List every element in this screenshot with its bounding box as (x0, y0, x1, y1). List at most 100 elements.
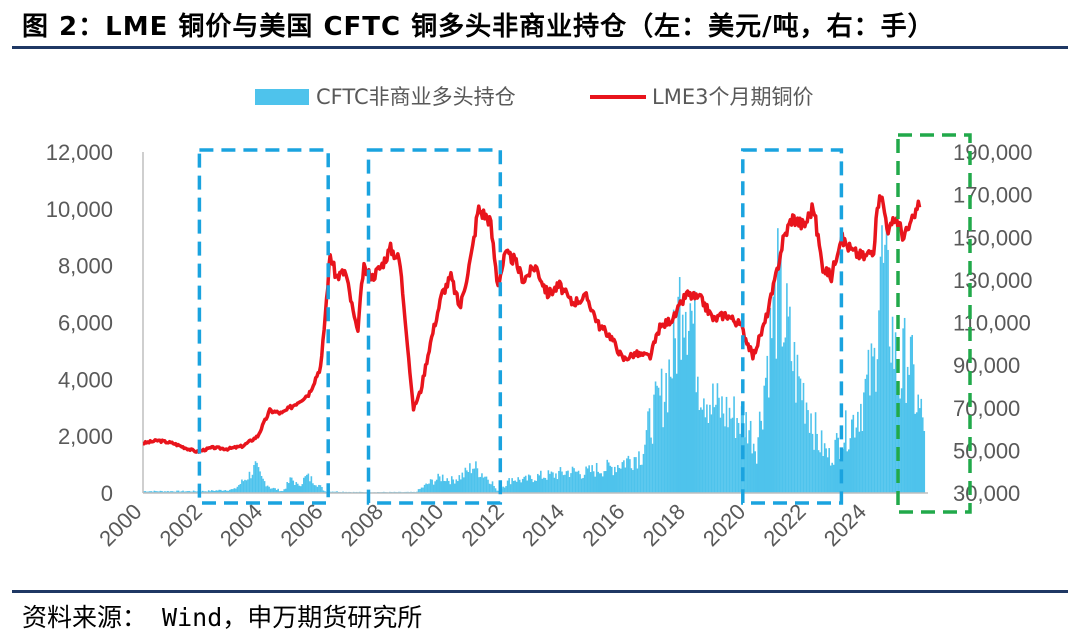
position-bar (544, 477, 547, 493)
position-bar (906, 366, 909, 493)
highlight-box-green (896, 133, 972, 514)
position-bar (683, 337, 686, 493)
position-bar (491, 481, 494, 493)
position-bar (306, 474, 308, 493)
x-tick-label: 2016 (577, 499, 629, 551)
position-bar (724, 426, 726, 493)
position-bar (192, 490, 195, 493)
position-bar (156, 491, 159, 493)
position-bar (224, 490, 227, 493)
chart: CFTC非商业多头持仓 LME3个月期铜价 12,000 10,000 8,000 6… (46, 85, 1033, 551)
x-tick-label: 2014 (517, 499, 569, 551)
position-bar (419, 488, 421, 493)
position-bar (802, 382, 805, 493)
position-bar (674, 338, 676, 493)
position-bar (511, 478, 513, 493)
position-bar (645, 430, 648, 493)
position-bar (447, 480, 450, 493)
position-bar (843, 442, 846, 493)
left-tick-label: 10,000 (46, 197, 113, 222)
position-bar (203, 491, 205, 493)
position-bar (573, 468, 575, 493)
position-bar (467, 472, 470, 493)
position-bar (207, 490, 210, 493)
position-bar (855, 427, 858, 493)
position-bar (680, 359, 683, 493)
position-bar (230, 489, 233, 493)
position-bar (444, 481, 447, 493)
position-bar (899, 398, 901, 493)
position-bar (547, 470, 550, 493)
position-bar (620, 468, 622, 493)
position-bar (844, 410, 847, 493)
position-bar (530, 478, 533, 493)
position-bar (861, 431, 864, 493)
position-bar (201, 490, 204, 493)
position-bar (733, 396, 735, 493)
position-bar (515, 481, 518, 493)
position-bar (487, 479, 489, 493)
position-bar (600, 473, 603, 493)
position-bar (316, 486, 319, 493)
position-bar (188, 490, 190, 493)
position-bar (787, 316, 790, 493)
position-bar (289, 477, 292, 493)
position-bar (189, 491, 192, 493)
position-bar (422, 487, 424, 493)
right-tick-label: 150,000 (953, 225, 1033, 250)
position-bar (588, 465, 590, 493)
position-bar (626, 458, 628, 493)
legend-bar-swatch (255, 89, 309, 105)
position-bar (182, 490, 184, 493)
position-bar (650, 437, 652, 493)
x-tick-label: 2022 (758, 499, 810, 551)
position-bar (260, 475, 263, 493)
position-bar (710, 414, 713, 493)
position-bar (312, 483, 314, 493)
legend: CFTC非商业多头持仓 LME3个月期铜价 (255, 85, 813, 109)
position-bar (751, 453, 753, 493)
position-bar (296, 483, 299, 493)
position-bar (213, 491, 216, 493)
position-bar (435, 479, 438, 493)
position-bar (281, 491, 284, 493)
right-tick-label: 110,000 (953, 311, 1031, 336)
position-bar (607, 462, 610, 493)
position-bar (524, 475, 527, 493)
position-bar (533, 480, 536, 493)
position-bar (324, 491, 326, 493)
position-bar (757, 437, 760, 493)
position-bar (568, 477, 571, 493)
position-bar (535, 480, 538, 493)
position-bar (521, 478, 524, 493)
position-bar (452, 479, 455, 493)
position-bar (709, 404, 711, 493)
position-bar (866, 374, 868, 493)
position-bar (265, 486, 267, 493)
position-bar (694, 290, 696, 493)
position-bar (280, 490, 282, 493)
position-bar (707, 422, 710, 493)
position-bar (635, 457, 637, 493)
source-note: 资料来源： Wind，申万期货研究所 (22, 603, 423, 632)
position-bar (764, 377, 767, 493)
position-bar (485, 476, 488, 493)
position-bar (792, 371, 794, 493)
right-tick-label: 130,000 (953, 268, 1033, 293)
position-bar (271, 488, 273, 493)
position-bar (606, 459, 609, 493)
position-bar (876, 359, 879, 493)
position-bar (697, 376, 699, 493)
position-bar (176, 490, 178, 493)
position-bar (216, 490, 219, 493)
position-bar (810, 413, 812, 493)
position-bar (610, 466, 613, 493)
position-bar (143, 491, 145, 493)
position-bar (223, 490, 225, 493)
position-bar (672, 309, 675, 493)
position-bar (292, 480, 295, 493)
position-bar (820, 430, 823, 493)
position-bar (867, 349, 870, 493)
position-bar (441, 474, 444, 493)
position-bar (318, 484, 320, 493)
